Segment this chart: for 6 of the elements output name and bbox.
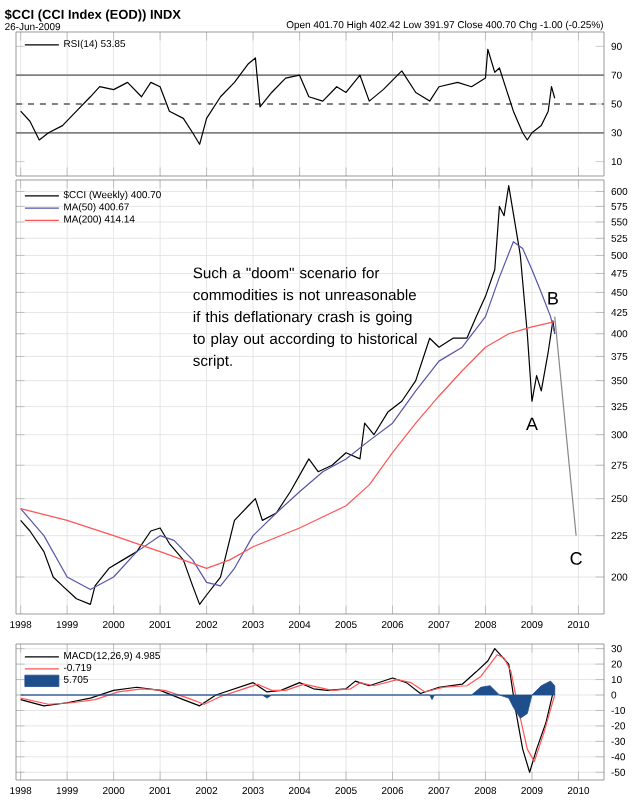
line-series xyxy=(20,185,556,605)
annotation: A xyxy=(526,417,538,431)
line-series xyxy=(20,48,556,145)
annotation: C xyxy=(570,552,582,565)
annotation: B xyxy=(548,292,558,305)
line-series xyxy=(20,241,556,591)
